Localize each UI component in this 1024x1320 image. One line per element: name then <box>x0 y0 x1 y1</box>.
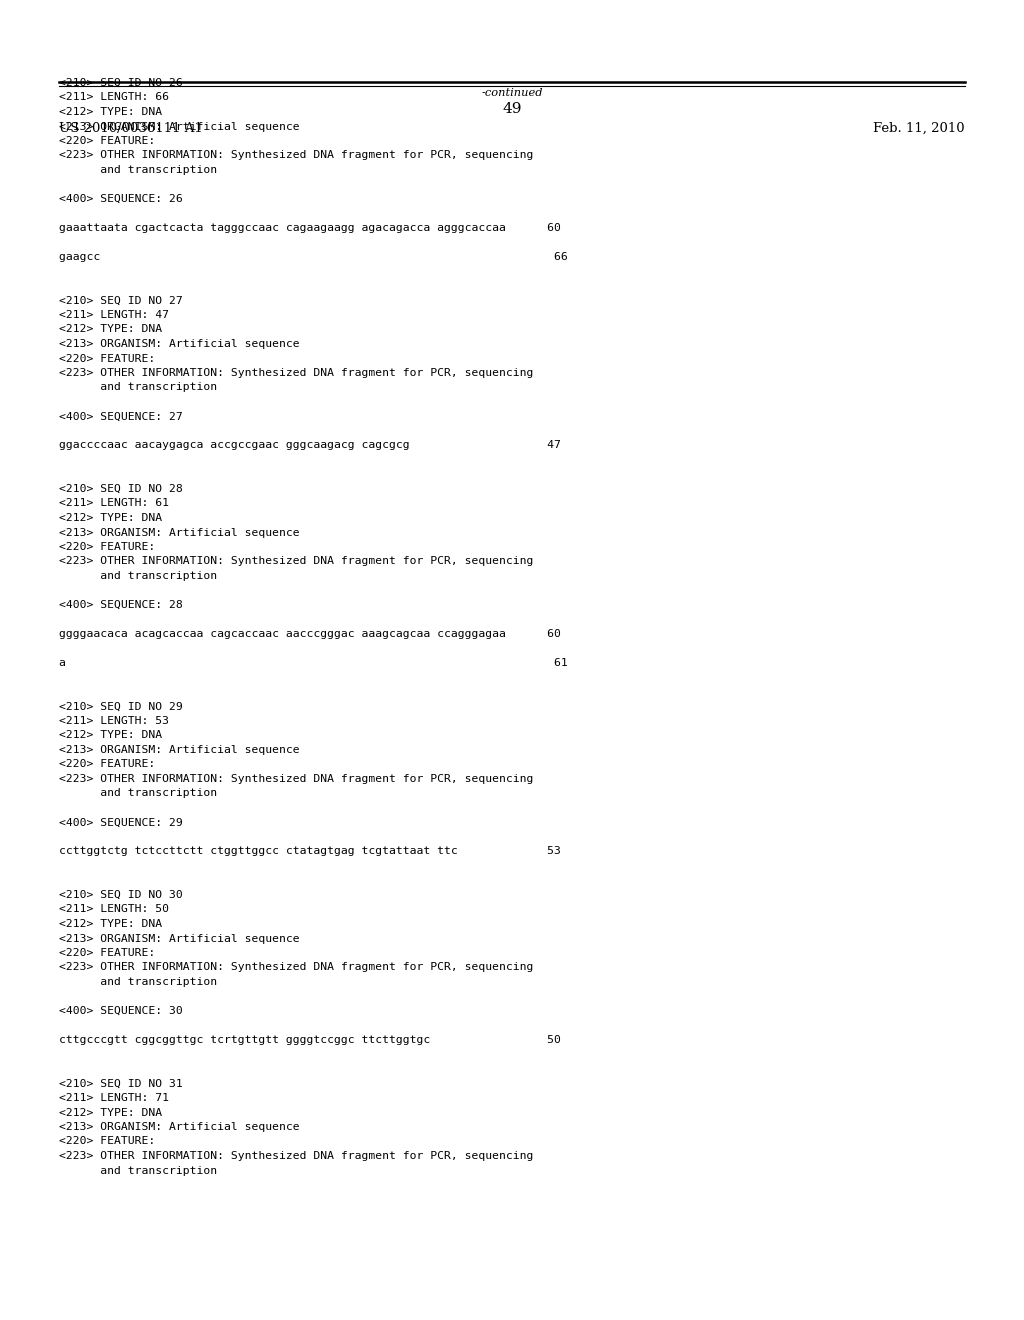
Text: <211> LENGTH: 47: <211> LENGTH: 47 <box>59 310 169 319</box>
Text: <211> LENGTH: 66: <211> LENGTH: 66 <box>59 92 169 103</box>
Text: <211> LENGTH: 53: <211> LENGTH: 53 <box>59 715 169 726</box>
Text: <211> LENGTH: 61: <211> LENGTH: 61 <box>59 499 169 508</box>
Text: a                                                                       61: a 61 <box>59 657 568 668</box>
Text: <223> OTHER INFORMATION: Synthesized DNA fragment for PCR, sequencing: <223> OTHER INFORMATION: Synthesized DNA… <box>59 962 534 973</box>
Text: 49: 49 <box>502 102 522 116</box>
Text: <220> FEATURE:: <220> FEATURE: <box>59 354 156 363</box>
Text: and transcription: and transcription <box>59 788 217 799</box>
Text: <210> SEQ ID NO 28: <210> SEQ ID NO 28 <box>59 484 183 494</box>
Text: <210> SEQ ID NO 26: <210> SEQ ID NO 26 <box>59 78 183 88</box>
Text: <212> TYPE: DNA: <212> TYPE: DNA <box>59 919 163 929</box>
Text: <210> SEQ ID NO 30: <210> SEQ ID NO 30 <box>59 890 183 900</box>
Text: <400> SEQUENCE: 30: <400> SEQUENCE: 30 <box>59 1006 183 1016</box>
Text: and transcription: and transcription <box>59 572 217 581</box>
Text: <223> OTHER INFORMATION: Synthesized DNA fragment for PCR, sequencing: <223> OTHER INFORMATION: Synthesized DNA… <box>59 557 534 566</box>
Text: <210> SEQ ID NO 29: <210> SEQ ID NO 29 <box>59 701 183 711</box>
Text: Feb. 11, 2010: Feb. 11, 2010 <box>873 121 965 135</box>
Text: <212> TYPE: DNA: <212> TYPE: DNA <box>59 730 163 741</box>
Text: and transcription: and transcription <box>59 1166 217 1176</box>
Text: <400> SEQUENCE: 26: <400> SEQUENCE: 26 <box>59 194 183 205</box>
Text: <213> ORGANISM: Artificial sequence: <213> ORGANISM: Artificial sequence <box>59 933 300 944</box>
Text: <213> ORGANISM: Artificial sequence: <213> ORGANISM: Artificial sequence <box>59 121 300 132</box>
Text: ccttggtctg tctccttctt ctggttggcc ctatagtgag tcgtattaat ttc             53: ccttggtctg tctccttctt ctggttggcc ctatagt… <box>59 846 561 857</box>
Text: gaaattaata cgactcacta tagggccaac cagaagaagg agacagacca agggcaccaa      60: gaaattaata cgactcacta tagggccaac cagaaga… <box>59 223 561 234</box>
Text: <212> TYPE: DNA: <212> TYPE: DNA <box>59 325 163 334</box>
Text: <213> ORGANISM: Artificial sequence: <213> ORGANISM: Artificial sequence <box>59 744 300 755</box>
Text: -continued: -continued <box>481 88 543 98</box>
Text: <220> FEATURE:: <220> FEATURE: <box>59 759 156 770</box>
Text: <400> SEQUENCE: 29: <400> SEQUENCE: 29 <box>59 817 183 828</box>
Text: <212> TYPE: DNA: <212> TYPE: DNA <box>59 1107 163 1118</box>
Text: <212> TYPE: DNA: <212> TYPE: DNA <box>59 107 163 117</box>
Text: cttgcccgtt cggcggttgc tcrtgttgtt ggggtccggc ttcttggtgc                 50: cttgcccgtt cggcggttgc tcrtgttgtt ggggtcc… <box>59 1035 561 1045</box>
Text: <211> LENGTH: 71: <211> LENGTH: 71 <box>59 1093 169 1104</box>
Text: <400> SEQUENCE: 27: <400> SEQUENCE: 27 <box>59 412 183 421</box>
Text: and transcription: and transcription <box>59 977 217 987</box>
Text: and transcription: and transcription <box>59 383 217 392</box>
Text: <213> ORGANISM: Artificial sequence: <213> ORGANISM: Artificial sequence <box>59 528 300 537</box>
Text: <210> SEQ ID NO 31: <210> SEQ ID NO 31 <box>59 1078 183 1089</box>
Text: <213> ORGANISM: Artificial sequence: <213> ORGANISM: Artificial sequence <box>59 1122 300 1133</box>
Text: US 2010/0036111 A1: US 2010/0036111 A1 <box>59 121 203 135</box>
Text: ggggaacaca acagcaccaa cagcaccaac aacccgggac aaagcagcaa ccagggagaa      60: ggggaacaca acagcaccaa cagcaccaac aacccgg… <box>59 630 561 639</box>
Text: and transcription: and transcription <box>59 165 217 176</box>
Text: gaagcc                                                                  66: gaagcc 66 <box>59 252 568 261</box>
Text: <220> FEATURE:: <220> FEATURE: <box>59 543 156 552</box>
Text: <223> OTHER INFORMATION: Synthesized DNA fragment for PCR, sequencing: <223> OTHER INFORMATION: Synthesized DNA… <box>59 368 534 378</box>
Text: <211> LENGTH: 50: <211> LENGTH: 50 <box>59 904 169 915</box>
Text: <220> FEATURE:: <220> FEATURE: <box>59 948 156 958</box>
Text: <223> OTHER INFORMATION: Synthesized DNA fragment for PCR, sequencing: <223> OTHER INFORMATION: Synthesized DNA… <box>59 150 534 161</box>
Text: <223> OTHER INFORMATION: Synthesized DNA fragment for PCR, sequencing: <223> OTHER INFORMATION: Synthesized DNA… <box>59 1151 534 1162</box>
Text: <220> FEATURE:: <220> FEATURE: <box>59 1137 156 1147</box>
Text: <210> SEQ ID NO 27: <210> SEQ ID NO 27 <box>59 296 183 305</box>
Text: <212> TYPE: DNA: <212> TYPE: DNA <box>59 513 163 523</box>
Text: <220> FEATURE:: <220> FEATURE: <box>59 136 156 147</box>
Text: <213> ORGANISM: Artificial sequence: <213> ORGANISM: Artificial sequence <box>59 339 300 348</box>
Text: ggaccccaac aacaygagca accgccgaac gggcaagacg cagcgcg                    47: ggaccccaac aacaygagca accgccgaac gggcaag… <box>59 441 561 450</box>
Text: <400> SEQUENCE: 28: <400> SEQUENCE: 28 <box>59 601 183 610</box>
Text: <223> OTHER INFORMATION: Synthesized DNA fragment for PCR, sequencing: <223> OTHER INFORMATION: Synthesized DNA… <box>59 774 534 784</box>
